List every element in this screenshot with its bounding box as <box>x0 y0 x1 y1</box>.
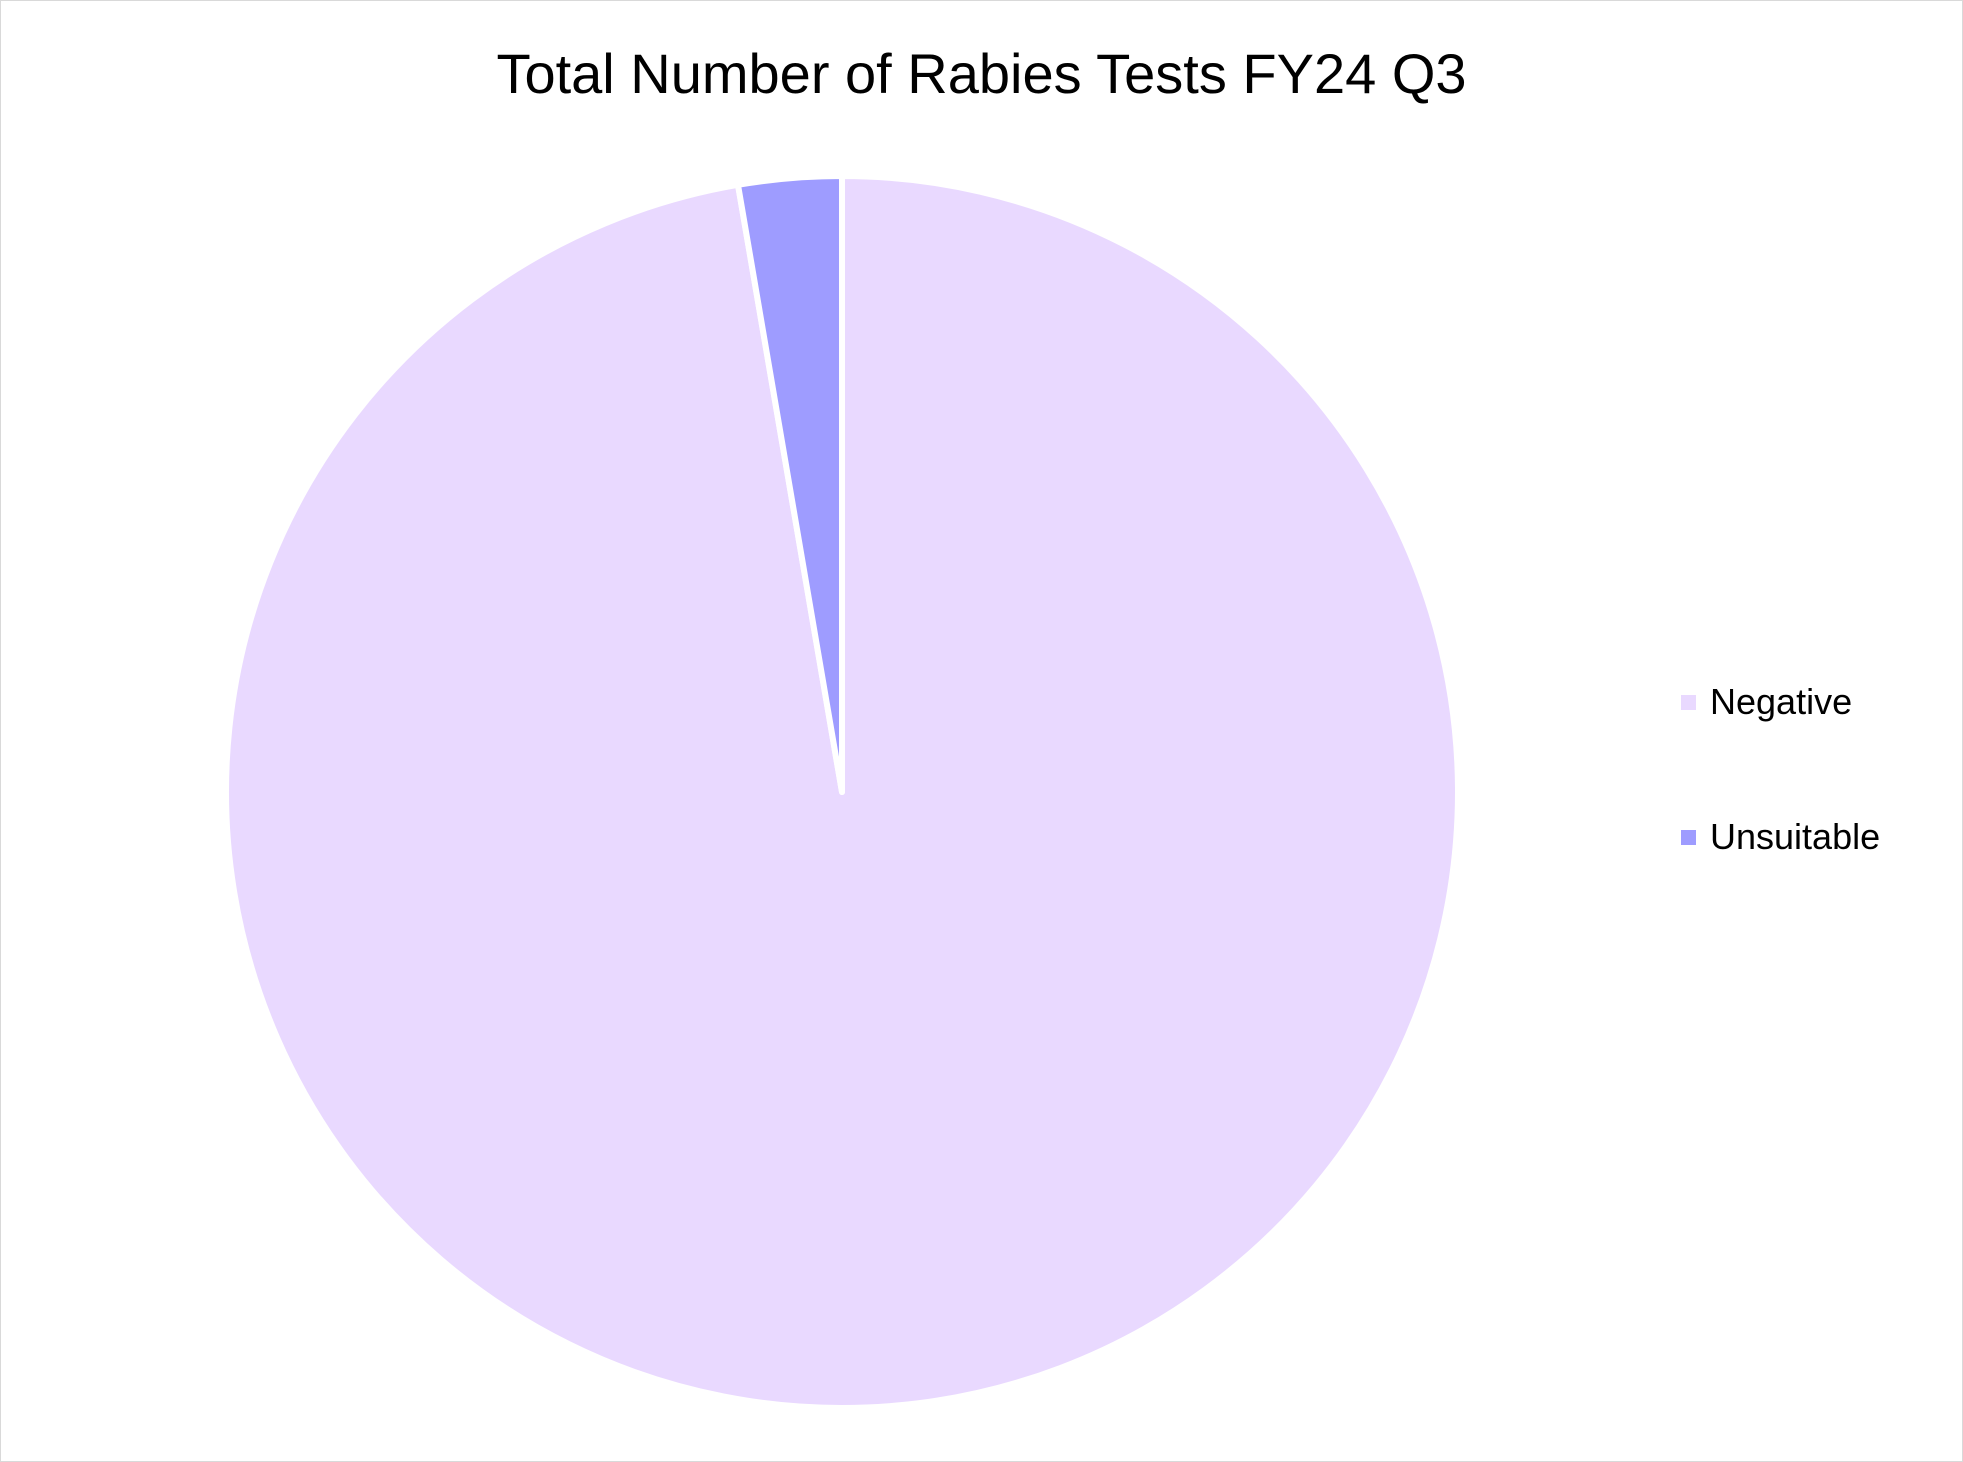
legend-label-unsuitable: Unsuitable <box>1710 816 1881 857</box>
chart-title: Total Number of Rabies Tests FY24 Q3 <box>496 42 1467 105</box>
legend-item-negative: Negative <box>1681 681 1852 723</box>
pie-slice-unsuitable <box>734 173 845 795</box>
legend-item-unsuitable: Unsuitable <box>1681 816 1880 858</box>
legend-swatch-negative <box>1681 694 1696 710</box>
legend-label-negative: Negative <box>1710 681 1853 722</box>
legend-swatch-unsuitable <box>1681 829 1696 845</box>
